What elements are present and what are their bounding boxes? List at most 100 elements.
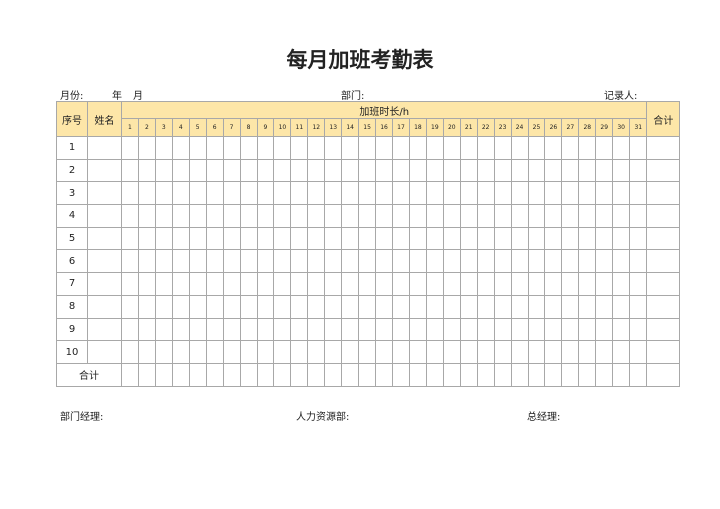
cell[interactable] (358, 294, 377, 319)
cell[interactable] (239, 158, 258, 183)
cell[interactable] (612, 340, 631, 364)
cell[interactable] (205, 158, 224, 183)
cell[interactable] (646, 317, 681, 342)
cell[interactable] (222, 362, 241, 387)
cell[interactable] (510, 136, 529, 160)
cell[interactable] (442, 136, 461, 160)
cell[interactable] (358, 158, 377, 183)
cell[interactable] (510, 272, 529, 296)
cell[interactable] (595, 294, 614, 319)
cell[interactable] (629, 272, 648, 296)
cell[interactable] (87, 249, 122, 274)
cell[interactable] (239, 362, 258, 387)
cell[interactable] (612, 136, 631, 160)
cell[interactable] (612, 158, 631, 183)
cell[interactable] (595, 226, 614, 251)
cell[interactable] (256, 181, 275, 206)
cell[interactable] (171, 204, 190, 228)
cell[interactable] (205, 340, 224, 364)
cell[interactable] (341, 362, 360, 387)
cell[interactable] (544, 136, 563, 160)
cell[interactable] (137, 272, 156, 296)
cell[interactable] (341, 294, 360, 319)
cell[interactable] (358, 272, 377, 296)
cell[interactable] (273, 249, 292, 274)
cell[interactable] (442, 340, 461, 364)
cell[interactable] (629, 317, 648, 342)
cell[interactable] (561, 294, 580, 319)
cell[interactable] (561, 136, 580, 160)
cell[interactable] (121, 136, 139, 160)
cell[interactable] (408, 317, 427, 342)
cell[interactable] (205, 317, 224, 342)
cell[interactable] (154, 362, 173, 387)
cell[interactable] (307, 158, 326, 183)
cell[interactable] (459, 340, 478, 364)
cell[interactable] (544, 362, 563, 387)
cell[interactable] (459, 272, 478, 296)
cell[interactable] (578, 340, 597, 364)
cell[interactable] (595, 340, 614, 364)
cell[interactable] (408, 362, 427, 387)
cell[interactable] (137, 136, 156, 160)
cell[interactable] (612, 317, 631, 342)
cell[interactable] (612, 272, 631, 296)
cell[interactable] (324, 249, 343, 274)
cell[interactable] (493, 294, 512, 319)
cell[interactable] (137, 181, 156, 206)
cell[interactable] (256, 340, 275, 364)
cell[interactable] (171, 158, 190, 183)
cell[interactable] (595, 136, 614, 160)
cell[interactable] (307, 362, 326, 387)
cell[interactable] (307, 317, 326, 342)
cell[interactable] (273, 158, 292, 183)
cell[interactable] (154, 181, 173, 206)
cell[interactable] (527, 272, 546, 296)
cell[interactable] (87, 317, 122, 342)
cell[interactable] (476, 158, 495, 183)
cell[interactable] (408, 226, 427, 251)
cell[interactable] (578, 272, 597, 296)
cell[interactable] (459, 317, 478, 342)
cell[interactable] (595, 272, 614, 296)
cell[interactable] (510, 362, 529, 387)
cell[interactable] (87, 340, 122, 364)
cell[interactable] (510, 317, 529, 342)
cell[interactable] (544, 294, 563, 319)
cell[interactable] (341, 226, 360, 251)
cell[interactable] (578, 362, 597, 387)
cell[interactable] (408, 204, 427, 228)
cell[interactable] (595, 249, 614, 274)
cell[interactable] (137, 362, 156, 387)
cell[interactable] (493, 136, 512, 160)
cell[interactable] (137, 226, 156, 251)
cell[interactable] (256, 249, 275, 274)
cell[interactable] (544, 158, 563, 183)
cell[interactable] (646, 158, 681, 183)
cell[interactable] (273, 317, 292, 342)
cell[interactable] (629, 181, 648, 206)
cell[interactable] (375, 294, 393, 319)
cell[interactable] (205, 294, 224, 319)
cell[interactable] (358, 249, 377, 274)
cell[interactable] (290, 158, 309, 183)
cell[interactable] (137, 249, 156, 274)
cell[interactable] (442, 317, 461, 342)
cell[interactable] (154, 136, 173, 160)
cell[interactable] (408, 272, 427, 296)
cell[interactable] (561, 362, 580, 387)
cell[interactable] (307, 226, 326, 251)
cell[interactable] (476, 317, 495, 342)
cell[interactable] (341, 317, 360, 342)
cell[interactable] (171, 340, 190, 364)
cell[interactable] (205, 204, 224, 228)
cell[interactable] (341, 181, 360, 206)
cell[interactable] (408, 136, 427, 160)
cell[interactable] (273, 362, 292, 387)
cell[interactable] (408, 249, 427, 274)
cell[interactable] (256, 226, 275, 251)
cell[interactable] (442, 294, 461, 319)
cell[interactable] (205, 226, 224, 251)
cell[interactable] (154, 272, 173, 296)
cell[interactable] (476, 272, 495, 296)
